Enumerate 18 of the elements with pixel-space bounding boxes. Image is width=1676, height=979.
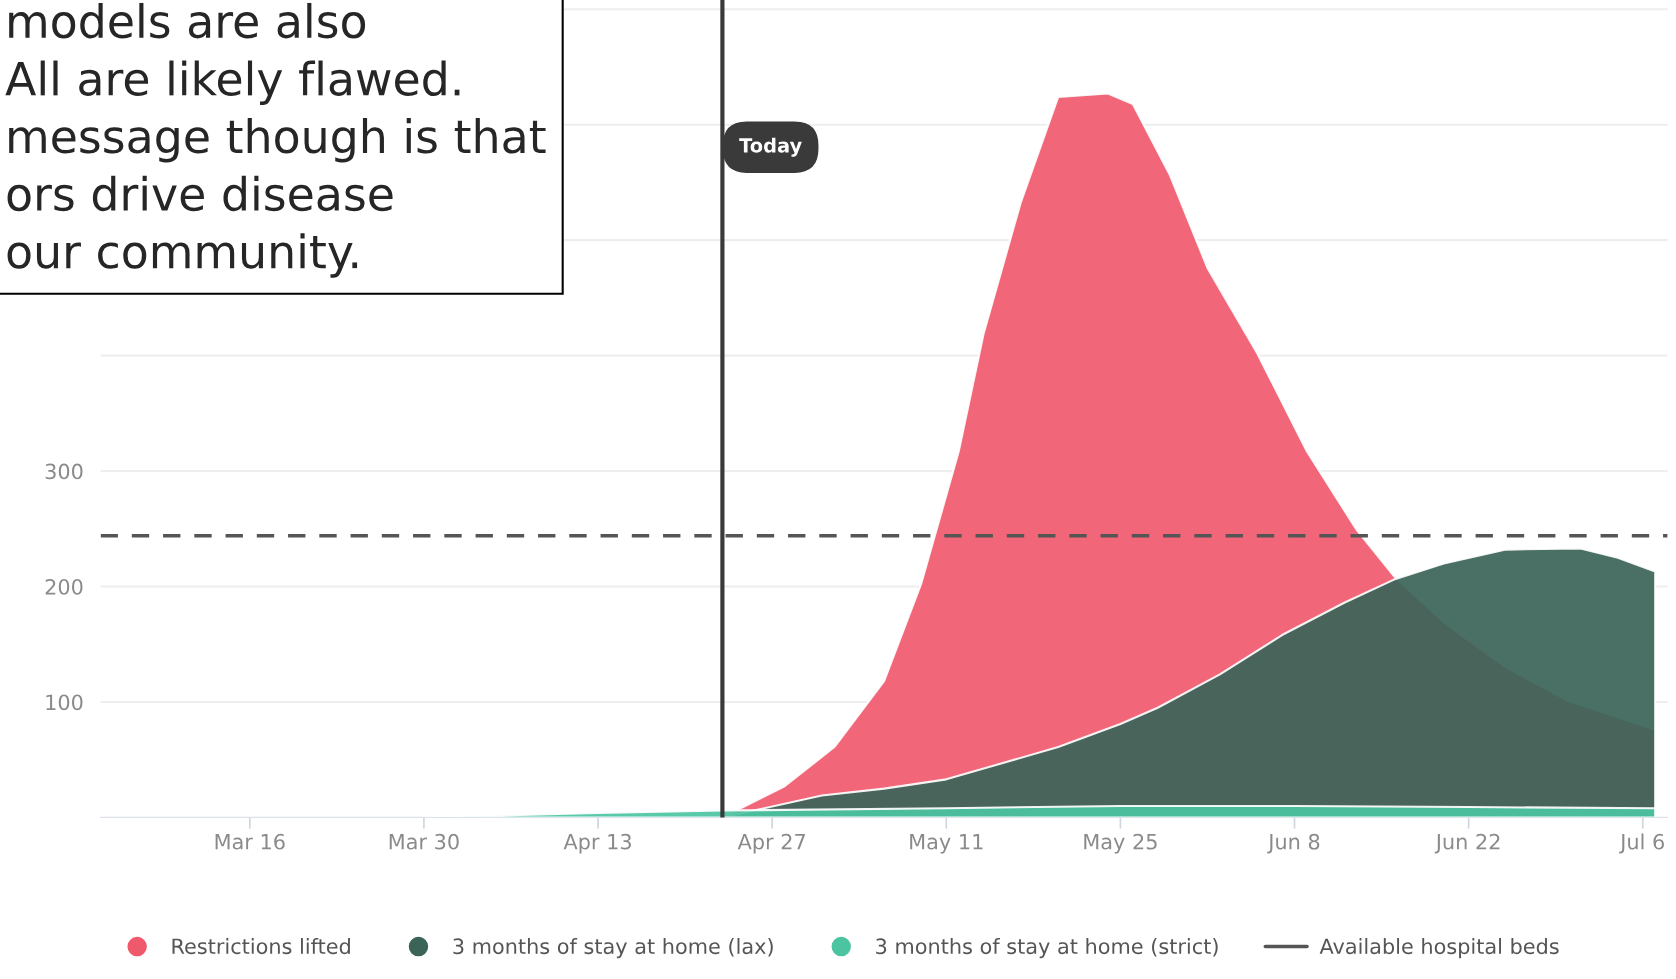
- x-tick-label: Jun 8: [1267, 833, 1320, 854]
- x-tick-label: Jul 6: [1619, 833, 1664, 854]
- annotation: models are also All are likely flawed. message though is that ors drive disease our community.: [5, 2, 546, 278]
- x-tick-label: May 25: [1084, 833, 1157, 854]
- ref-line-label: Today: [739, 137, 802, 157]
- x-tick-label: May 11: [910, 834, 983, 854]
- x-tick-label: Mar 30: [389, 833, 459, 850]
- y-tick-label: 300: [45, 463, 83, 480]
- y-tick-label: 100: [46, 694, 83, 711]
- legend-label: Available hospital beds: [1319, 938, 1559, 959]
- legend-label: Restrictions lifted: [172, 938, 350, 955]
- legend-label: 3 months of stay at home (strict): [876, 938, 1218, 959]
- y-tick-label: 200: [45, 579, 83, 595]
- x-tick-label: Apr 13: [563, 833, 631, 854]
- x-tick-label: Apr 27: [737, 833, 805, 854]
- legend-label: 3 months of stay at home (lax): [453, 938, 773, 959]
- x-tick-label: Mar 16: [215, 833, 285, 850]
- x-tick-label: Jun 22: [1434, 833, 1500, 854]
